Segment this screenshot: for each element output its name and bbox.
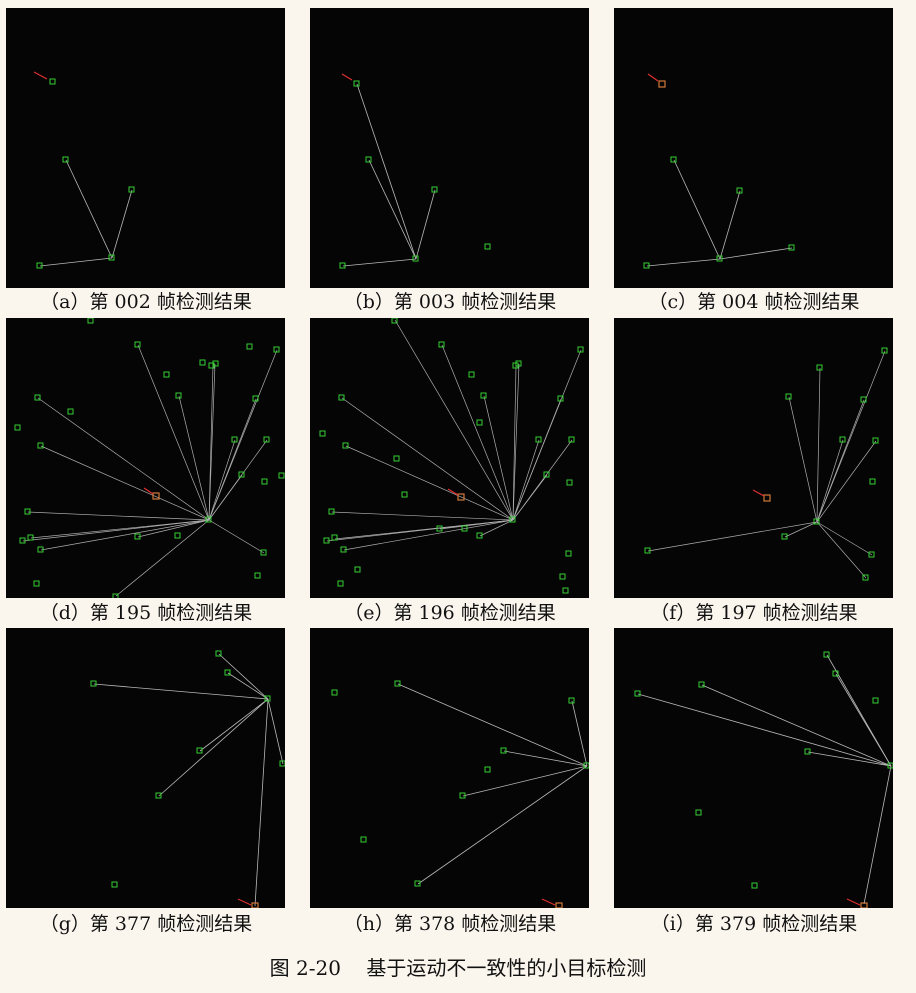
figure-caption: 图 2-20 基于运动不一致性的小目标检测 xyxy=(269,956,647,980)
detection-image-c xyxy=(643,73,795,269)
detection-image-f xyxy=(644,347,888,581)
panel-b-caption: （b）第 003 帧检测结果 xyxy=(343,291,557,313)
detection-image-e xyxy=(319,318,584,594)
panel-d xyxy=(6,318,285,598)
panel-d-caption: （d）第 195 帧检测结果 xyxy=(39,602,253,624)
panel-g-caption: （g）第 377 帧检测结果 xyxy=(39,913,253,935)
detection-image-i xyxy=(634,651,893,908)
panel-a xyxy=(6,8,285,288)
panel-b xyxy=(310,8,589,288)
panel-i-caption: （i）第 379 帧检测结果 xyxy=(650,913,858,935)
panel-h-caption: （h）第 378 帧检测结果 xyxy=(343,913,557,935)
panel-g xyxy=(6,628,285,908)
panel-f xyxy=(614,318,893,598)
panel-e-caption: （e）第 196 帧检测结果 xyxy=(344,602,556,624)
detection-image-d xyxy=(14,318,285,598)
panel-e xyxy=(310,318,589,598)
panel-c-caption: （c）第 004 帧检测结果 xyxy=(648,291,860,313)
panel-i xyxy=(614,628,893,908)
detection-image-h xyxy=(331,680,589,908)
detection-image-b xyxy=(339,73,491,269)
detection-image-g xyxy=(90,650,285,908)
panel-a-caption: （a）第 002 帧检测结果 xyxy=(40,291,252,313)
panel-c xyxy=(614,8,893,288)
detection-image-a xyxy=(33,71,135,269)
panel-f-caption: （f）第 197 帧检测结果 xyxy=(650,602,858,624)
panel-h xyxy=(310,628,589,908)
